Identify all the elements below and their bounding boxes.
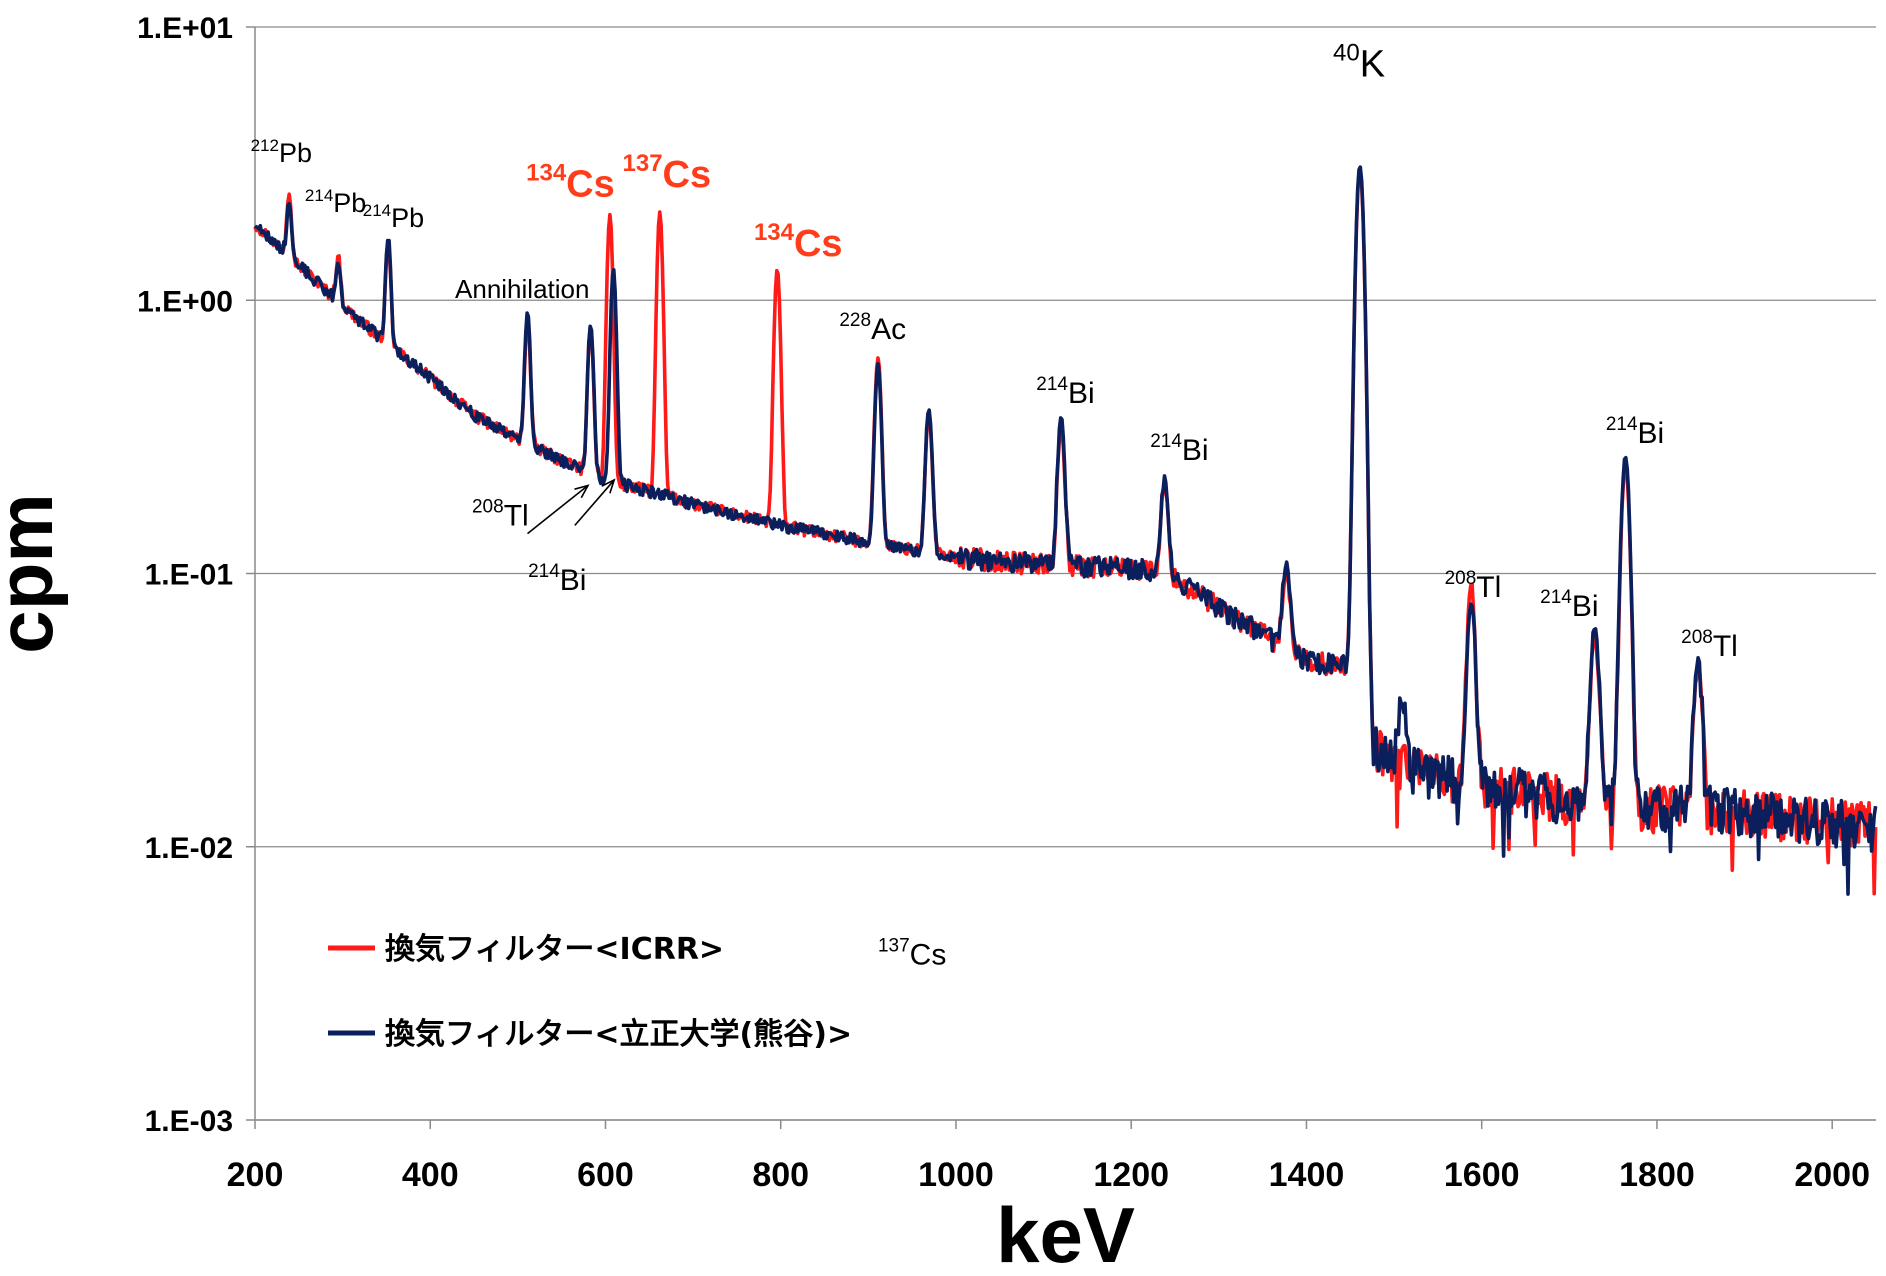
peak-label-mass: 214 xyxy=(1540,587,1572,608)
arrow-line xyxy=(527,484,589,535)
x-tick-label: 2000 xyxy=(1794,1156,1870,1194)
peak-label-symbol: Ac xyxy=(871,313,906,346)
peak-label: 208Tl xyxy=(1681,627,1738,663)
peak-label-symbol: Bi xyxy=(1068,377,1095,410)
peak-label-symbol: Pb xyxy=(333,188,366,218)
peak-label-symbol: Cs xyxy=(910,939,947,972)
peak-label-mass: 137 xyxy=(878,936,910,957)
peak-label: 212Pb xyxy=(251,136,312,168)
y-tick-label: 1.E+01 xyxy=(137,12,233,45)
peak-label-symbol: Pb xyxy=(279,138,312,168)
peak-label-symbol: Tl xyxy=(504,499,529,532)
peak-label: 208Tl xyxy=(1445,568,1502,604)
peak-label-symbol: K xyxy=(1360,43,1385,85)
peak-label: 228Ac xyxy=(839,310,906,346)
x-axis-label: keV xyxy=(996,1191,1135,1276)
x-tick-label: 1400 xyxy=(1269,1156,1345,1194)
peak-label: 214Bi xyxy=(1036,374,1094,410)
peak-label: 208Tl xyxy=(472,496,529,532)
peak-label: 214Pb xyxy=(363,201,424,233)
gridlines: 1.E+01 1.E+00 1.E-01 1.E-02 1.E-03 xyxy=(137,12,1876,1138)
legend-label-rissho: 換気フィルター<立正大学(熊谷)> xyxy=(385,1017,852,1052)
peak-label-symbol: Tl xyxy=(1476,571,1501,604)
peak-label-mass: 208 xyxy=(1681,627,1713,648)
y-tick-label: 1.E-03 xyxy=(145,1105,233,1138)
peak-label-symbol: Bi xyxy=(1182,434,1209,467)
x-tick-label: 1000 xyxy=(918,1156,994,1194)
peak-label: 134Cs xyxy=(526,159,615,205)
peak-label-symbol: Bi xyxy=(1638,417,1665,450)
arrow-head xyxy=(574,484,590,499)
peak-label-symbol: Cs xyxy=(663,154,712,196)
arrow-line xyxy=(574,479,615,526)
x-tick-label: 1800 xyxy=(1619,1156,1695,1194)
x-tick-label: 800 xyxy=(752,1156,809,1194)
peak-label-mass: 40 xyxy=(1333,39,1360,66)
peak-label: 40K xyxy=(1333,39,1385,85)
peak-label: Annihilation xyxy=(455,274,589,304)
peak-label-mass: 134 xyxy=(526,159,567,186)
series-layer xyxy=(253,165,1878,896)
peak-label-symbol: Bi xyxy=(560,564,587,597)
peak-label: 214Bi xyxy=(1606,414,1664,450)
legend: 換気フィルター<ICRR> 換気フィルター<立正大学(熊谷)> xyxy=(328,932,852,1052)
peak-label: 214Bi xyxy=(528,561,586,597)
y-tick-label: 1.E+00 xyxy=(137,285,233,318)
peak-label-symbol: Bi xyxy=(1572,590,1599,623)
peak-label-symbol: Cs xyxy=(794,223,843,265)
peak-label: 214Pb xyxy=(305,186,366,218)
peak-label-mass: 214 xyxy=(305,186,333,205)
peak-label-mass: 214 xyxy=(1150,431,1182,452)
peak-label-mass: 214 xyxy=(363,201,391,220)
peak-label-symbol: Pb xyxy=(391,203,424,233)
series-line-1 xyxy=(253,165,1878,896)
x-tick-label: 200 xyxy=(227,1156,284,1194)
peak-label-mass: 212 xyxy=(251,136,279,155)
axes: 200 400 600 800 1000 1200 1400 1600 1800 2000 xyxy=(227,27,1876,1194)
y-axis-label: cpm xyxy=(0,493,69,653)
peak-label: 214Bi xyxy=(1540,587,1598,623)
peak-label-mass: 214 xyxy=(528,561,560,582)
x-tick-label: 1200 xyxy=(1093,1156,1169,1194)
peak-label: 214Bi xyxy=(1150,431,1208,467)
legend-label-icr: 換気フィルター<ICRR> xyxy=(385,932,724,967)
x-tick-label: 600 xyxy=(577,1156,634,1194)
peak-label-mass: 137 xyxy=(623,150,663,177)
peak-label: 137Cs xyxy=(623,150,712,196)
peak-label: 134Cs xyxy=(754,219,843,265)
x-tick-label: 1600 xyxy=(1444,1156,1520,1194)
peak-label-mass: 228 xyxy=(839,310,871,331)
peak-label-mass: 214 xyxy=(1606,414,1638,435)
y-tick-label: 1.E-01 xyxy=(145,559,233,592)
arrow-head xyxy=(601,478,616,494)
peak-label-mass: 208 xyxy=(472,496,504,517)
peak-label-symbol: Tl xyxy=(1713,630,1738,663)
y-tick-label: 1.E-02 xyxy=(145,832,233,865)
x-tick-label: 400 xyxy=(402,1156,459,1194)
peak-label-mass: 214 xyxy=(1036,374,1068,395)
peak-label-mass: 208 xyxy=(1445,568,1477,589)
peak-label-mass: 134 xyxy=(754,219,795,246)
peak-label-symbol: Cs xyxy=(566,163,615,205)
peak-label: 137Cs xyxy=(878,936,946,972)
